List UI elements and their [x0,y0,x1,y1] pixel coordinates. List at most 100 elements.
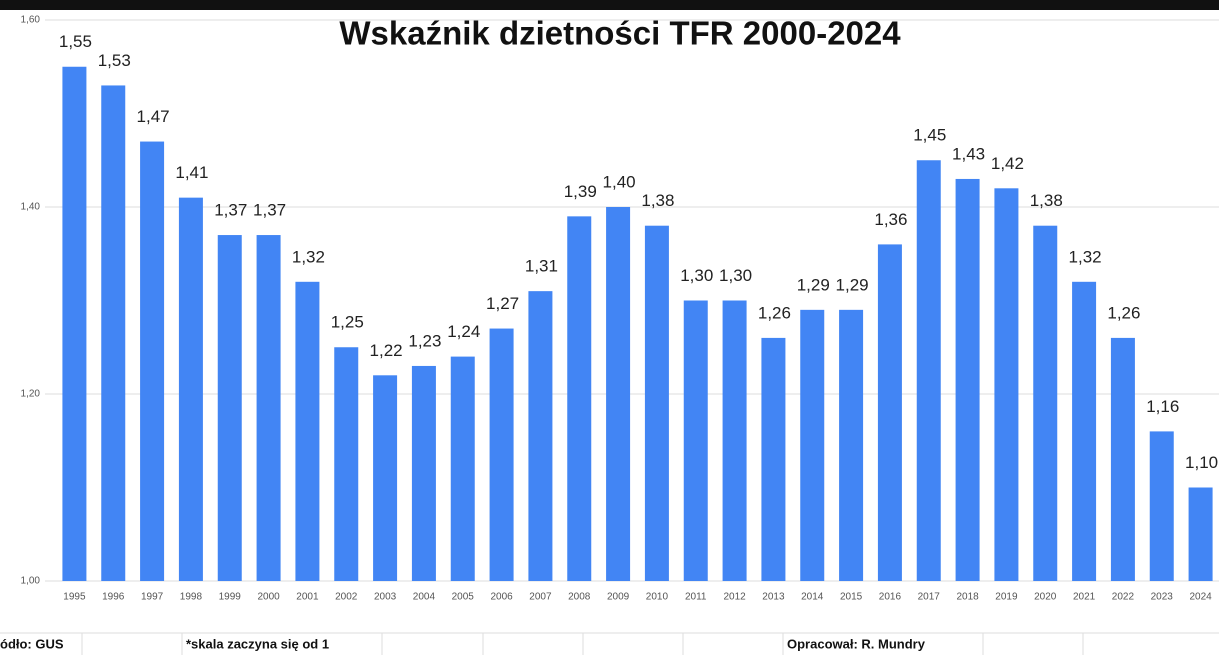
bar [800,309,825,581]
x-tick-label: 2004 [413,592,436,603]
bar [839,309,864,581]
bar [411,365,436,581]
footer: ódło: GUS *skala zaczyna się od 1 Opraco… [0,632,1219,655]
value-label: 1,37 [214,201,247,220]
value-label: 1,32 [292,247,325,266]
value-label: 1,37 [253,201,286,220]
x-tick-label: 2012 [723,592,746,603]
y-tick-label: 1,00 [21,576,41,587]
value-label: 1,26 [1107,303,1140,322]
value-label: 1,43 [952,144,985,163]
x-tick-label: 2001 [296,592,319,603]
value-label: 1,29 [797,275,830,294]
bar [916,160,941,581]
bar [877,244,902,581]
value-label: 1,25 [331,313,364,332]
value-label: 1,30 [719,266,752,285]
bar [295,281,320,581]
value-label: 1,39 [564,182,597,201]
x-tick-label: 1995 [63,592,86,603]
value-label: 1,26 [758,303,791,322]
x-tick-label: 1999 [219,592,242,603]
x-tick-label: 2003 [374,592,397,603]
bar [450,356,475,581]
bar [256,235,281,582]
bar [1033,225,1058,581]
x-tick-label: 1997 [141,592,164,603]
value-label: 1,30 [680,266,713,285]
x-tick-label: 2009 [607,592,630,603]
value-label: 1,40 [603,172,636,191]
chart-title: Wskaźnik dzietności TFR 2000-2024 [339,15,901,52]
value-label: 1,22 [370,341,403,360]
value-label: 1,29 [836,275,869,294]
x-tick-label: 2022 [1112,592,1135,603]
top-bar [0,0,1219,10]
x-tick-label: 2005 [452,592,475,603]
value-label: 1,32 [1069,247,1102,266]
value-label: 1,36 [874,210,907,229]
bar [1149,431,1174,581]
x-tick-label: 2018 [956,592,979,603]
bar [178,197,203,581]
bar [373,375,398,581]
value-label: 1,24 [447,322,480,341]
value-label: 1,27 [486,294,519,313]
bar [101,85,126,581]
bar [140,141,165,582]
bar [567,216,592,581]
value-label: 1,10 [1185,453,1218,472]
value-label: 1,42 [991,154,1024,173]
x-tick-label: 2019 [995,592,1018,603]
bar [994,188,1019,582]
x-tick-label: 2007 [529,592,552,603]
bar [683,300,708,581]
bar [489,328,514,581]
bar [955,178,980,581]
bar [62,66,87,581]
bar [1188,487,1213,581]
bar [722,300,747,581]
value-label: 1,41 [175,163,208,182]
value-label: 1,31 [525,257,558,276]
x-tick-label: 2013 [762,592,785,603]
bar [334,347,359,581]
value-label: 1,38 [1030,191,1063,210]
x-tick-label: 2024 [1189,592,1212,603]
footer-author: Opracował: R. Mundry [787,636,926,651]
x-tick-label: 2014 [801,592,824,603]
x-tick-label: 2016 [879,592,902,603]
x-tick-label: 2017 [918,592,941,603]
x-tick-label: 2000 [257,592,280,603]
x-tick-label: 2021 [1073,592,1096,603]
x-tick-label: 2011 [685,592,707,603]
bar [528,291,553,581]
x-tick-label: 2006 [490,592,513,603]
value-label: 1,47 [137,107,170,126]
value-label: 1,45 [913,126,946,145]
bar [1110,337,1135,581]
x-tick-label: 2010 [646,592,669,603]
value-label: 1,55 [59,32,92,51]
y-tick-label: 1,60 [21,15,41,26]
value-label: 1,53 [98,51,131,70]
bar [217,235,242,582]
footer-source: ódło: GUS [0,636,64,651]
x-tick-label: 2015 [840,592,863,603]
x-tick-label: 1998 [180,592,203,603]
bar [1072,281,1097,581]
x-tick-label: 2002 [335,592,358,603]
x-tick-label: 2020 [1034,592,1057,603]
x-tick-label: 1996 [102,592,125,603]
y-tick-label: 1,20 [21,389,41,400]
y-tick-label: 1,40 [21,202,41,213]
value-label: 1,23 [408,331,441,350]
value-label: 1,16 [1146,397,1179,416]
bar [606,207,631,581]
value-label: 1,38 [641,191,674,210]
footer-note: *skala zaczyna się od 1 [186,636,329,651]
bar [761,337,786,581]
x-tick-label: 2023 [1151,592,1174,603]
bar [644,225,669,581]
